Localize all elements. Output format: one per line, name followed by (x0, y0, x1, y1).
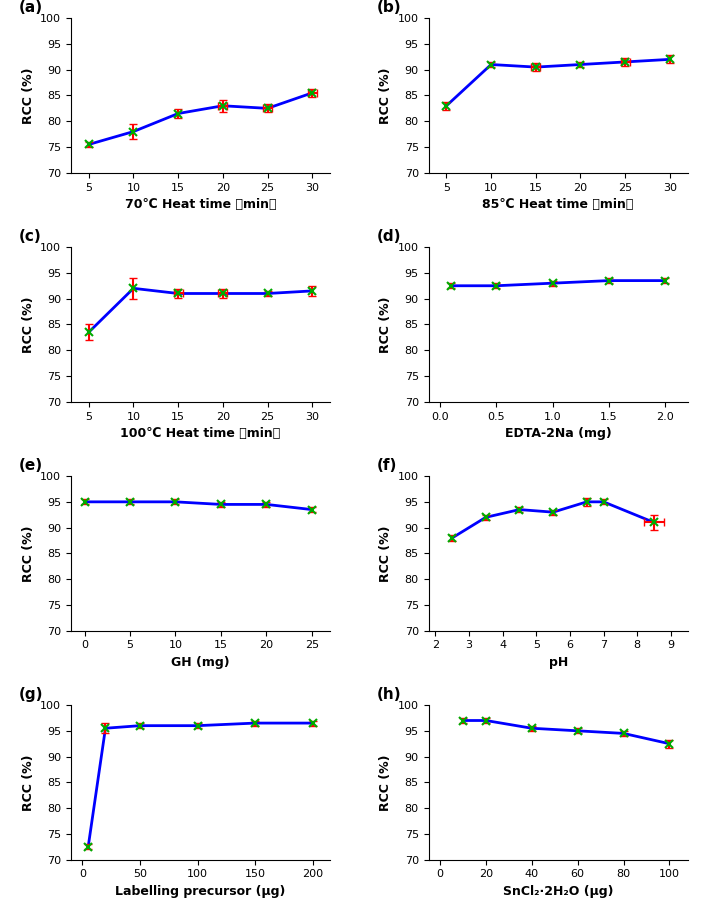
Y-axis label: RCC (%): RCC (%) (21, 754, 35, 811)
X-axis label: 70℃ Heat time （min）: 70℃ Heat time （min） (125, 198, 277, 211)
X-axis label: 100℃ Heat time （min）: 100℃ Heat time （min） (121, 427, 281, 440)
Y-axis label: RCC (%): RCC (%) (379, 67, 392, 124)
Text: (h): (h) (376, 687, 401, 702)
Text: (c): (c) (19, 229, 42, 244)
Text: (g): (g) (19, 687, 43, 702)
X-axis label: pH: pH (549, 656, 568, 669)
X-axis label: 85℃ Heat time （min）: 85℃ Heat time （min） (482, 198, 634, 211)
Y-axis label: RCC (%): RCC (%) (379, 754, 392, 811)
Text: (e): (e) (19, 458, 43, 473)
X-axis label: EDTA-2Na (mg): EDTA-2Na (mg) (505, 427, 612, 440)
Y-axis label: RCC (%): RCC (%) (21, 525, 35, 582)
Y-axis label: RCC (%): RCC (%) (21, 67, 35, 124)
Y-axis label: RCC (%): RCC (%) (21, 296, 35, 353)
X-axis label: SnCl₂·2H₂O (μg): SnCl₂·2H₂O (μg) (503, 885, 613, 898)
Text: (d): (d) (376, 229, 401, 244)
Text: (b): (b) (376, 0, 401, 15)
Text: (f): (f) (376, 458, 397, 473)
Y-axis label: RCC (%): RCC (%) (379, 296, 392, 353)
X-axis label: GH (mg): GH (mg) (171, 656, 230, 669)
Y-axis label: RCC (%): RCC (%) (379, 525, 392, 582)
X-axis label: Labelling precursor (μg): Labelling precursor (μg) (116, 885, 286, 898)
Text: (a): (a) (19, 0, 43, 15)
